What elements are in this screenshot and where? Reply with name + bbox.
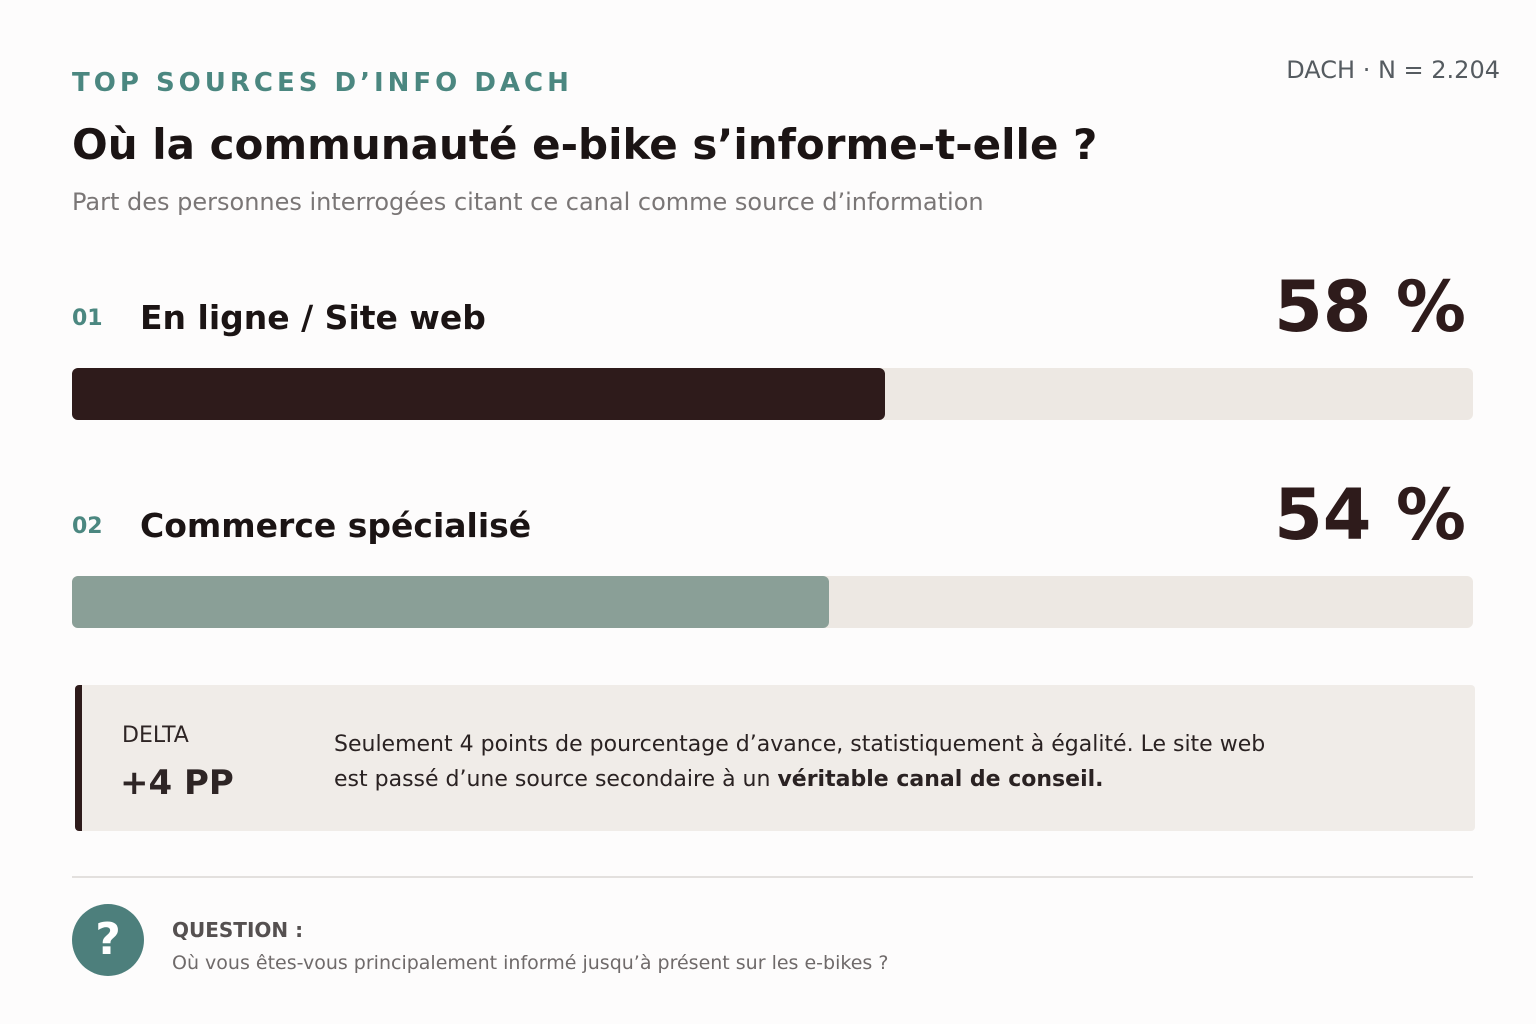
icon-glyph: ?: [95, 914, 121, 965]
callout-label: DELTA: [122, 723, 189, 748]
bar-track: [72, 368, 1473, 420]
icon-circle: [72, 904, 144, 976]
category-label: Commerce spécialisé: [140, 506, 532, 545]
bar-track: [72, 576, 1473, 628]
bar: [72, 576, 829, 628]
question-text: Où vous êtes-vous principalement informé…: [172, 952, 889, 974]
value-label: 58 %: [1274, 266, 1466, 348]
bold-text: véritable canal de conseil.: [777, 767, 1104, 792]
title: Où la communauté e-bike s’informe-t-elle…: [72, 120, 1098, 169]
eyebrow: TOP SOURCES D’INFO DACH: [72, 68, 573, 98]
callout: DELTA +4 PP Seulement 4 points de pource…: [75, 685, 1475, 831]
callout-text: Seulement 4 points de pourcentage d’avan…: [334, 727, 1294, 797]
rank: 02: [72, 514, 103, 539]
value-label: 54 %: [1274, 474, 1466, 556]
text: Seulement 4 points de pourcentage d’avan…: [334, 732, 1266, 792]
question-icon: ?: [72, 904, 144, 976]
sample-size: DACH · N = 2.204: [1286, 56, 1500, 84]
bar: [72, 368, 885, 420]
rank: 01: [72, 306, 103, 331]
question-label: QUESTION :: [172, 918, 304, 942]
divider: [72, 876, 1473, 878]
subtitle: Part des personnes interrogées citant ce…: [72, 188, 984, 216]
callout-value: +4 PP: [120, 763, 234, 803]
category-label: En ligne / Site web: [140, 298, 486, 337]
